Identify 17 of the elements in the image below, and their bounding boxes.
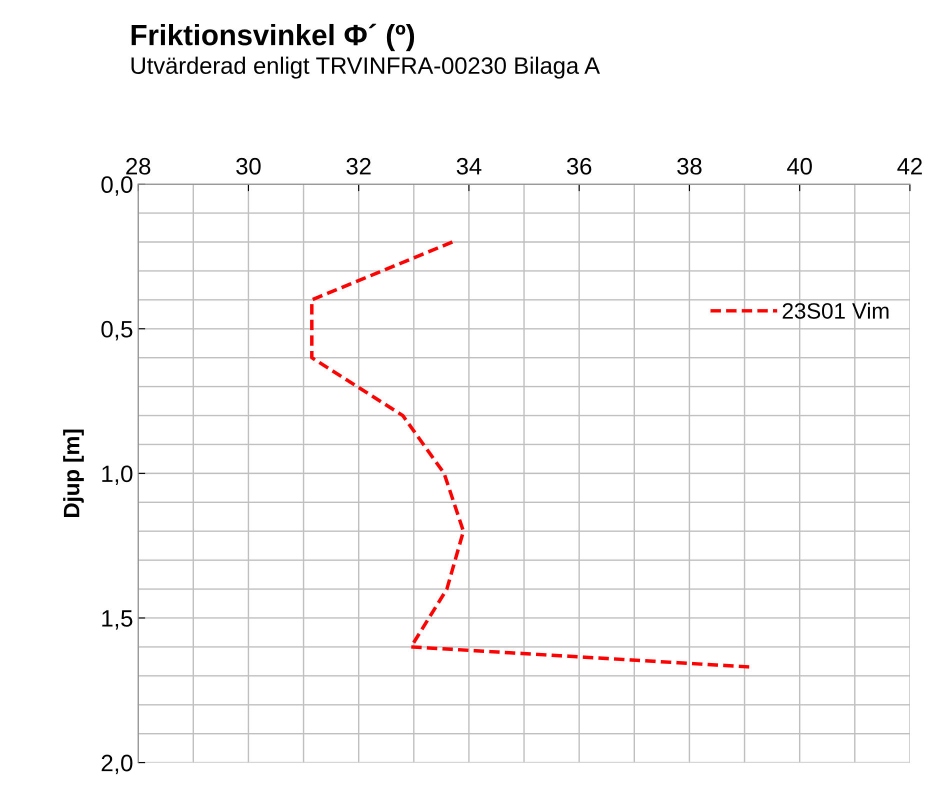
chart-title: Friktionsvinkel Φ´ (º) (132, 24, 414, 52)
y-tick-label: 1,5 (102, 610, 132, 630)
x-tick-label: 40 (787, 158, 812, 175)
x-tick-label: 30 (236, 158, 261, 175)
x-tick-label: 28 (126, 158, 150, 175)
y-tick-label: 0,0 (101, 176, 132, 196)
legend-label: 23S01 Vim (782, 302, 888, 319)
y-axis-title: Djup [m] (63, 430, 84, 517)
x-tick-label: 38 (677, 158, 702, 175)
chart-subtitle: Utvärderad enligt TRVINFRA-00230 Bilaga A (132, 56, 600, 79)
x-tick-label: 32 (346, 158, 371, 175)
x-tick-label: 42 (897, 158, 922, 174)
y-tick-label: 1,0 (102, 465, 132, 485)
y-tick-label: 2,0 (102, 754, 132, 774)
x-tick-label: 34 (456, 158, 482, 175)
x-tick-label: 36 (566, 158, 592, 175)
y-tick-label: 0,5 (101, 320, 132, 340)
